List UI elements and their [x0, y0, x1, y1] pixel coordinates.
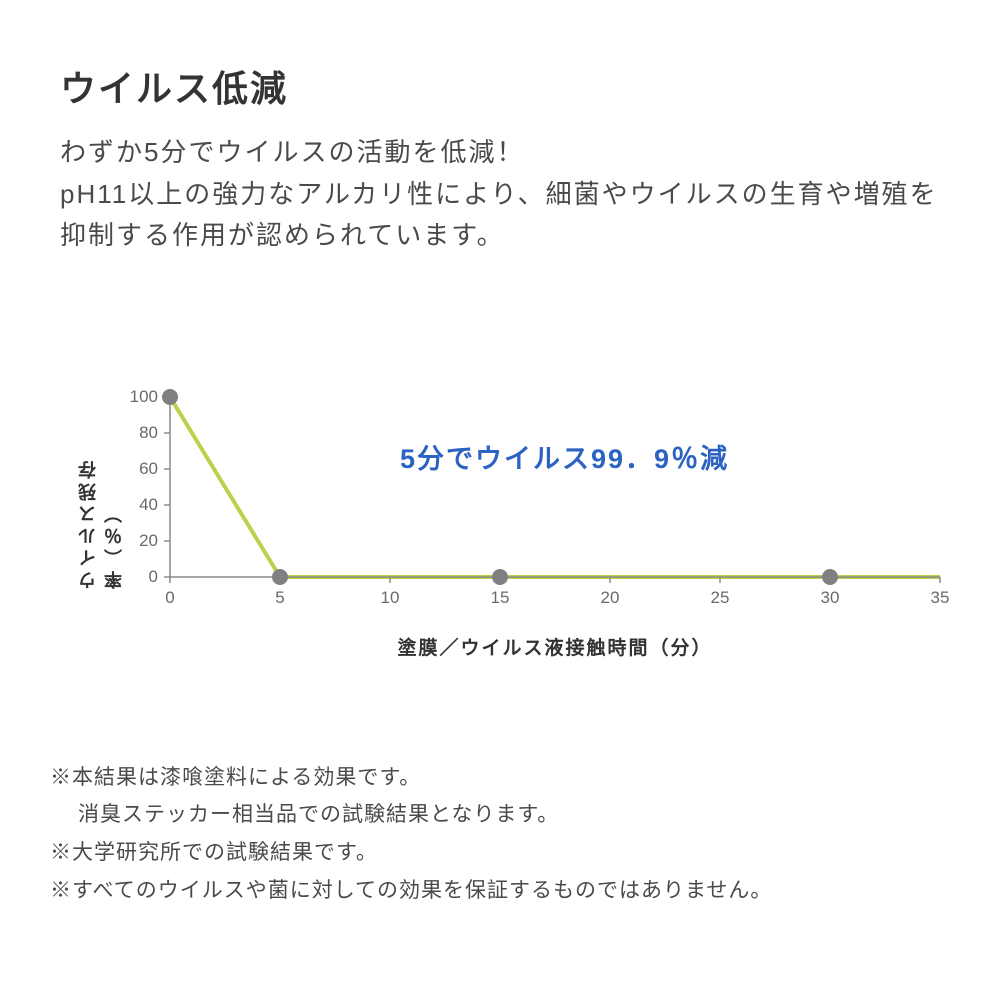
svg-text:0: 0 [165, 588, 174, 607]
virus-chart: ウイルス残存率（％） 02040608010005101520253035 5分… [80, 377, 940, 660]
svg-text:5: 5 [275, 588, 284, 607]
svg-text:20: 20 [139, 531, 158, 550]
svg-text:10: 10 [381, 588, 400, 607]
svg-text:40: 40 [139, 495, 158, 514]
svg-text:20: 20 [601, 588, 620, 607]
svg-text:80: 80 [139, 423, 158, 442]
footnote-line: ※すべてのウイルスや菌に対しての効果を保証するものではありません。 [50, 873, 940, 909]
page-title: ウイルス低減 [60, 60, 940, 112]
footnote-line: ※本結果は漆喰塗料による効果です。 [50, 760, 940, 796]
description: わずか5分でウイルスの活動を低減！pH11以上の強力なアルカリ性により、細菌やウ… [60, 132, 940, 257]
svg-text:15: 15 [491, 588, 510, 607]
svg-text:35: 35 [931, 588, 950, 607]
footnote-line: ※大学研究所での試験結果です。 [50, 835, 940, 871]
svg-text:100: 100 [130, 387, 158, 406]
svg-text:60: 60 [139, 459, 158, 478]
footnotes: ※本結果は漆喰塗料による効果です。 消臭ステッカー相当品での試験結果となります。… [50, 760, 940, 909]
y-axis-label: ウイルス残存率（％） [75, 448, 127, 590]
x-axis-label: 塗膜／ウイルス液接触時間（分） [170, 633, 940, 660]
svg-text:0: 0 [149, 567, 158, 586]
footnote-line: 消臭ステッカー相当品での試験結果となります。 [50, 797, 940, 833]
svg-text:25: 25 [711, 588, 730, 607]
chart-annotation: 5分でウイルス99．9％減 [400, 437, 729, 476]
svg-text:30: 30 [821, 588, 840, 607]
line-chart-svg: 0 20 40 60 80 100 0 5 10 15 20 25 30 35 [80, 377, 950, 617]
